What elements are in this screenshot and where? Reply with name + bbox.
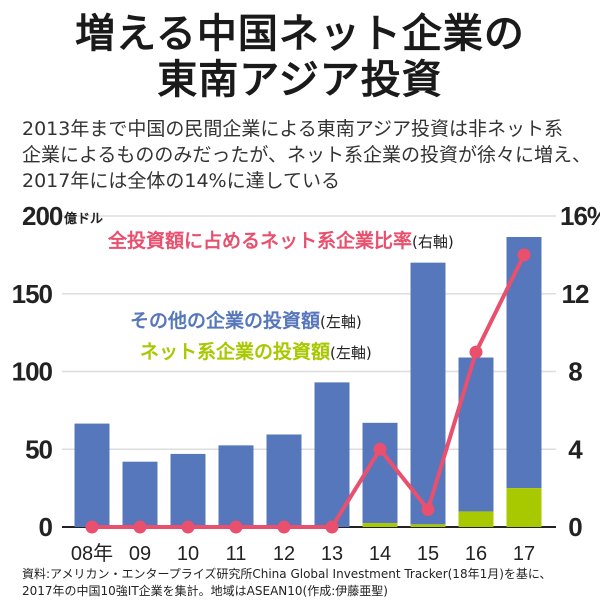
bar-internet-companies bbox=[506, 488, 542, 527]
ratio-point bbox=[229, 520, 243, 534]
left-axis-unit: 億ドル bbox=[64, 211, 103, 227]
left-axis-tick-label: 0 bbox=[39, 512, 53, 542]
bar-other-companies bbox=[314, 382, 350, 527]
legend-internet-companies: ネット系企業の投資額(左軸) bbox=[140, 340, 372, 363]
bar-other-companies bbox=[410, 262, 446, 525]
right-axis-tick-label: 16% bbox=[560, 201, 600, 231]
chart-title-line-2: 東南アジア投資 bbox=[157, 57, 443, 103]
x-axis-tick-label: 16 bbox=[465, 543, 487, 565]
left-axis-tick-label: 50 bbox=[25, 434, 52, 464]
right-axis-tick-label: 0 bbox=[568, 512, 582, 542]
bar-internet-companies bbox=[458, 511, 494, 527]
source-note-line-2: 2017年の中国10強IT企業を集計。地域はASEAN10(作成:伊藤亜聖) bbox=[22, 584, 388, 598]
subtitle-line-3: 2017年には全体の14%に達している bbox=[22, 170, 341, 192]
legend-series-name: ネット系企業の投資額 bbox=[140, 340, 330, 363]
right-axis-tick-label: 8 bbox=[568, 357, 582, 387]
x-axis-tick-label: 17 bbox=[513, 543, 535, 565]
left-axis-tick-label: 150 bbox=[12, 279, 53, 309]
bar-other-companies bbox=[266, 434, 302, 527]
source-note-line-1: 資料:アメリカン・エンタープライズ研究所China Global Investm… bbox=[22, 567, 552, 581]
bar-other-companies bbox=[362, 422, 398, 524]
bar-internet-companies bbox=[362, 523, 398, 527]
ratio-point bbox=[325, 520, 339, 534]
ratio-point bbox=[181, 520, 195, 534]
bar-other-companies bbox=[218, 445, 254, 527]
left-axis-tick-label: 100 bbox=[12, 357, 53, 387]
bar-other-companies bbox=[458, 357, 494, 512]
legend-ratio: 全投資額に占めるネット系企業比率(右軸) bbox=[107, 229, 454, 252]
ratio-point bbox=[277, 520, 291, 534]
bar-other-companies bbox=[170, 453, 206, 527]
x-axis-tick-label: 09 bbox=[129, 543, 151, 565]
subtitle-line-1: 2013年まで中国の民間企業による東南アジア投資は非ネット系 bbox=[22, 118, 564, 140]
ratio-point bbox=[133, 520, 147, 534]
legend-series-name: その他の企業の投資額 bbox=[130, 309, 320, 332]
x-axis-tick-label: 13 bbox=[321, 543, 343, 565]
bar-other-companies bbox=[506, 236, 542, 489]
legend-axis-note: (左軸) bbox=[320, 313, 362, 331]
ratio-point bbox=[373, 442, 387, 456]
x-axis-tick-label: 14 bbox=[369, 543, 391, 565]
bar-internet-companies bbox=[410, 524, 446, 527]
subtitle-line-2: 企業によるもののみだったが、ネット系企業の投資が徐々に増え、 bbox=[22, 144, 592, 166]
x-axis-tick-label: 12 bbox=[273, 543, 295, 565]
legend-series-name: 全投資額に占めるネット系企業比率 bbox=[107, 229, 412, 252]
ratio-point bbox=[517, 248, 531, 262]
ratio-point bbox=[85, 520, 99, 534]
legend-other-companies: その他の企業の投資額(左軸) bbox=[130, 309, 362, 332]
x-axis-tick-label: 10 bbox=[177, 543, 199, 565]
bar-other-companies bbox=[122, 461, 158, 527]
left-axis-tick-label: 200 bbox=[22, 201, 63, 231]
x-axis-tick-label: 11 bbox=[226, 543, 247, 565]
right-axis-tick-label: 12 bbox=[562, 279, 589, 309]
legend-axis-note: (左軸) bbox=[330, 344, 372, 362]
right-axis-tick-label: 4 bbox=[568, 434, 583, 464]
ratio-point bbox=[469, 345, 483, 359]
x-axis-tick-label: 08年 bbox=[71, 542, 113, 565]
x-axis-tick-label: 15 bbox=[417, 543, 439, 565]
chart-title-line-1: 増える中国ネット企業の bbox=[75, 11, 525, 57]
bar-other-companies bbox=[74, 423, 110, 527]
ratio-line bbox=[92, 253, 526, 529]
legend-axis-note: (右軸) bbox=[412, 233, 454, 251]
ratio-point bbox=[421, 503, 435, 517]
